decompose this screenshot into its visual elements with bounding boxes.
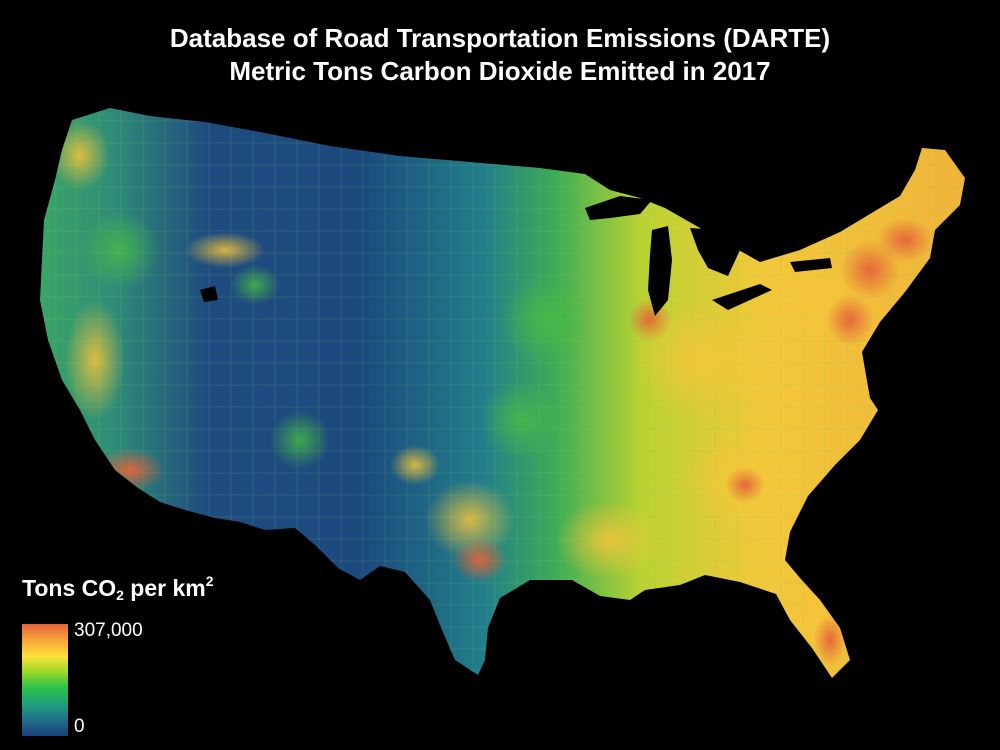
legend-title-prefix: Tons CO	[22, 575, 117, 601]
legend-title-sup: 2	[205, 573, 214, 589]
legend-title-sub: 2	[116, 587, 124, 603]
lake-superior	[585, 196, 652, 220]
legend-title-mid: per km	[123, 575, 206, 601]
legend-min-label: 0	[74, 716, 85, 737]
legend-max-label: 307,000	[74, 620, 143, 641]
title-line-1: Database of Road Transportation Emission…	[169, 23, 831, 53]
lake-michigan	[648, 226, 672, 316]
legend-color-bar	[22, 624, 68, 736]
lake-ontario	[790, 258, 832, 272]
great-salt-lake	[200, 286, 218, 302]
lake-erie	[712, 284, 772, 310]
lake-huron	[690, 228, 740, 276]
title-line-2: Metric Tons Carbon Dioxide Emitted in 20…	[229, 56, 771, 86]
map-title: Database of Road Transportation Emission…	[0, 22, 1000, 88]
legend-title: Tons CO2 per km2	[22, 573, 214, 603]
